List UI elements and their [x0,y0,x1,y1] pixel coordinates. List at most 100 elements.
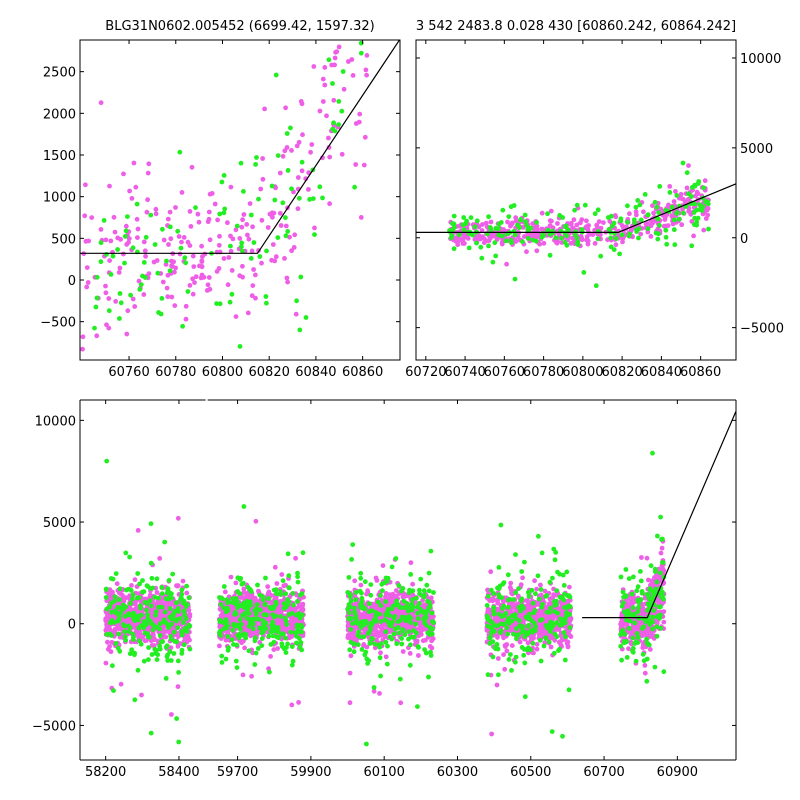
data-point-green [233,658,239,664]
y-tick-label: 10000 [740,52,781,67]
data-point-green [233,611,239,617]
data-point-green [223,609,229,615]
data-point-magenta [472,237,478,242]
data-point-magenta [353,162,359,167]
data-point-green [253,162,258,167]
data-point-magenta [410,581,415,587]
data-point-green [132,616,138,622]
data-point-magenta [509,220,515,226]
data-point-magenta [284,275,290,281]
data-point-magenta [293,605,299,611]
data-point-green [147,598,153,604]
data-point-green [295,599,300,604]
data-point-magenta [129,583,134,588]
data-point-green [162,539,168,545]
data-point-green [539,234,545,240]
data-point-magenta [233,227,239,233]
data-point-green [254,155,259,160]
data-point-green [218,602,224,607]
data-point-magenta [280,153,286,159]
data-point-magenta [274,581,280,586]
data-point-green [233,596,239,601]
data-point-magenta [669,213,675,219]
data-point-magenta [284,145,290,150]
data-point-green [593,283,599,289]
data-point-magenta [121,171,126,177]
data-point-magenta [347,700,353,706]
data-point-green [663,234,669,240]
data-point-magenta [534,613,539,619]
data-point-magenta [410,592,416,598]
data-point-green [237,591,243,596]
data-point-magenta [187,209,193,214]
data-point-magenta [136,278,142,284]
data-point-magenta [133,184,139,190]
data-point-magenta [291,245,297,250]
data-point-magenta [483,220,489,226]
data-point-green [240,613,245,618]
data-point-magenta [502,666,508,672]
data-point-magenta [490,598,495,604]
data-point-magenta [113,299,119,304]
data-point-green [149,575,155,581]
data-point-green [533,238,539,244]
data-point-magenta [114,581,120,587]
data-point-magenta [199,258,205,264]
data-point-magenta [176,634,181,639]
data-point-magenta [352,578,358,584]
data-point-magenta [548,208,554,214]
data-point-magenta [691,233,696,239]
data-point-magenta [190,276,196,282]
data-point-green [617,251,622,257]
data-point-green [451,224,457,230]
data-point-magenta [287,234,292,240]
data-point-green [275,153,281,159]
data-point-magenta [659,545,665,551]
data-point-magenta [341,86,347,92]
data-point-magenta [642,632,648,638]
data-point-green [224,619,230,625]
data-point-magenta [283,223,289,229]
data-point-green [266,633,272,639]
data-point-green [275,625,281,630]
data-point-magenta [269,210,275,216]
data-point-magenta [228,612,234,617]
data-point-magenta [628,640,634,646]
data-point-magenta [145,170,151,176]
data-point-green [296,629,301,635]
data-point-magenta [352,636,357,642]
data-point-magenta [671,199,677,204]
data-point-green [154,647,159,653]
data-point-magenta [693,193,698,199]
data-point-green [241,189,246,194]
data-point-green [251,240,257,245]
data-point-green [225,634,231,639]
data-point-green [547,231,553,237]
data-point-green [656,231,661,237]
data-point-green [125,214,130,220]
data-point-green [123,604,129,610]
data-point-green [182,255,188,261]
data-point-magenta [143,253,149,259]
data-point-green [138,282,144,287]
data-point-magenta [640,607,646,613]
data-point-magenta [187,614,193,619]
data-point-magenta [193,274,199,280]
x-tick-label: 60840 [295,365,336,380]
data-point-magenta [277,210,283,216]
data-point-magenta [390,598,395,604]
y-tick-label: 0 [740,232,748,247]
data-point-green [493,253,499,259]
x-tick-label: 60780 [155,365,196,380]
data-point-magenta [487,235,493,241]
data-point-green [224,623,230,629]
data-point-magenta [358,215,364,220]
data-point-magenta [661,619,667,625]
data-point-green [456,232,462,238]
x-tick-label: 60780 [523,365,564,380]
x-tick-label: 60860 [680,365,721,380]
data-point-magenta [524,249,529,255]
data-point-green [94,274,100,280]
data-point-green [652,199,658,205]
data-point-green [619,232,625,238]
